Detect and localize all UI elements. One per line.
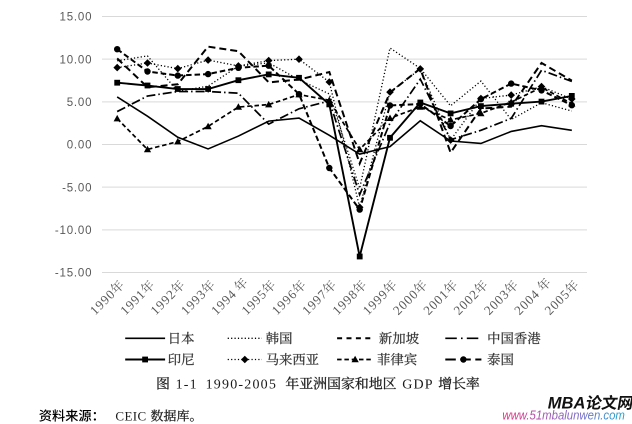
svg-text:-15.00: -15.00 xyxy=(55,268,92,280)
svg-text:CEIC: CEIC xyxy=(115,409,146,424)
svg-text:-5.00: -5.00 xyxy=(62,182,92,194)
svg-text:1-1: 1-1 xyxy=(176,378,198,393)
svg-text:www.51mbalunwen.com: www.51mbalunwen.com xyxy=(502,409,625,423)
svg-text:0.00: 0.00 xyxy=(67,140,93,152)
svg-text:GDP: GDP xyxy=(402,378,434,393)
svg-text:1990-2005: 1990-2005 xyxy=(206,378,277,393)
svg-text:-10.00: -10.00 xyxy=(55,225,92,237)
svg-text:MBA: MBA xyxy=(548,395,586,413)
svg-text:15.00: 15.00 xyxy=(60,12,93,24)
svg-text:5.00: 5.00 xyxy=(67,97,93,109)
svg-text:10.00: 10.00 xyxy=(60,54,93,66)
